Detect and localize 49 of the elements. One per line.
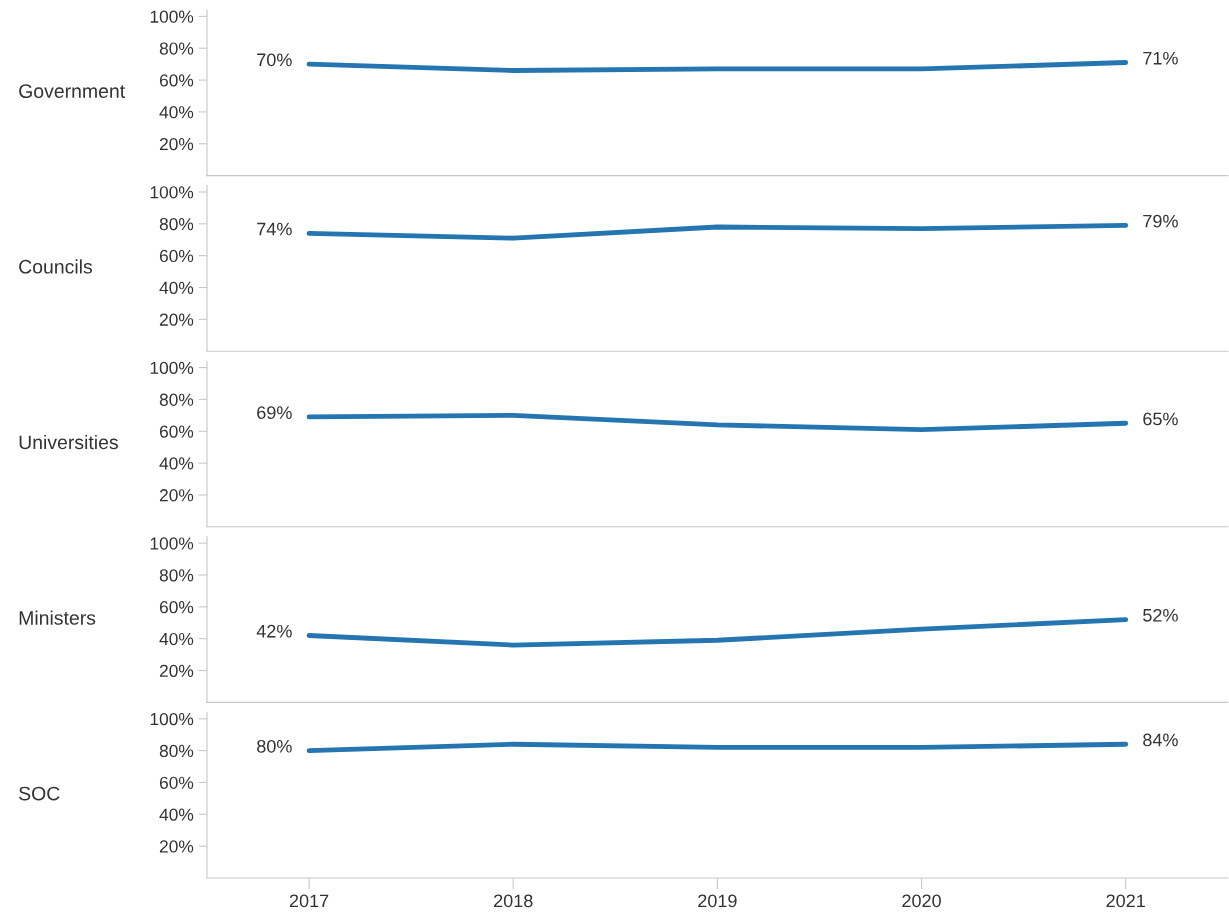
y-tick-label: 80% — [159, 217, 194, 231]
x-tick-label: 2019 — [698, 894, 737, 908]
y-tick-label: 20% — [159, 489, 194, 502]
data-label: 74% — [257, 222, 292, 236]
text: Ministers — [19, 610, 96, 625]
line-series — [306, 60, 1129, 73]
y-tick-label: 100% — [150, 537, 194, 550]
data-label: 52% — [1143, 608, 1178, 622]
data-label: 70% — [257, 53, 292, 67]
line-series — [306, 222, 1129, 241]
x-tick-label: 2021 — [1106, 894, 1145, 908]
x-tick-label: 2020 — [902, 894, 941, 908]
y-tick-label: 100% — [150, 186, 194, 199]
y-tick-label: 20% — [159, 840, 194, 853]
y-tick-label: 60% — [159, 249, 194, 263]
data-label: 84% — [1143, 733, 1178, 747]
y-tick-label: 100% — [150, 10, 194, 23]
y-tick-label: 20% — [159, 313, 194, 326]
data-label: 69% — [257, 406, 292, 419]
y-tick-label: 100% — [150, 712, 194, 726]
y-tick-label: 20% — [159, 664, 194, 678]
x-tick-label: 2018 — [494, 894, 533, 908]
data-label: 79% — [1143, 214, 1178, 228]
line-series — [306, 617, 1129, 648]
y-tick-label: 20% — [159, 137, 194, 151]
data-label: 71% — [1143, 51, 1178, 65]
y-tick-label: 80% — [159, 42, 194, 55]
y-tick-label: 40% — [159, 632, 194, 646]
y-tick-label: 100% — [150, 361, 194, 375]
text: Government — [19, 84, 126, 99]
y-tick-label: 60% — [159, 601, 194, 614]
y-tick-label: 60% — [159, 425, 194, 438]
text: Universities — [19, 434, 118, 450]
data-label: 65% — [1143, 412, 1178, 426]
text: Councils — [19, 259, 93, 274]
y-tick-label: 80% — [159, 393, 194, 406]
y-tick-label: 80% — [159, 744, 194, 758]
data-label: 42% — [256, 624, 292, 638]
y-tick-label: 60% — [159, 776, 194, 789]
y-tick-label: 40% — [159, 106, 194, 119]
x-tick-label: 2017 — [289, 894, 329, 908]
line-series — [306, 412, 1129, 433]
y-tick-label: 40% — [159, 281, 194, 294]
y-tick-label: 40% — [159, 457, 194, 470]
data-label: 80% — [257, 739, 292, 753]
y-tick-label: 60% — [159, 74, 194, 87]
text: SOC — [19, 786, 60, 801]
y-tick-label: 80% — [159, 569, 194, 582]
y-tick-label: 40% — [159, 808, 194, 821]
